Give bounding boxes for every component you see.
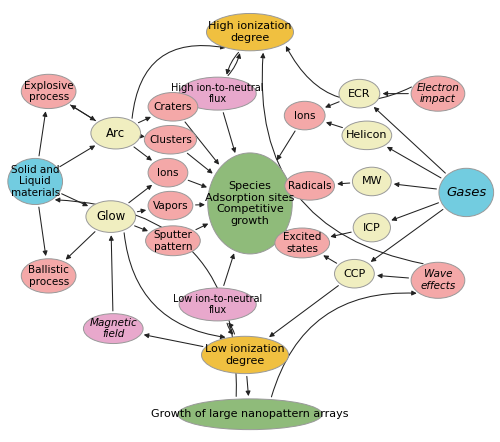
Ellipse shape — [439, 168, 494, 217]
Ellipse shape — [148, 158, 188, 187]
Text: Explosive
process: Explosive process — [24, 80, 74, 102]
Text: MW: MW — [362, 176, 382, 187]
Ellipse shape — [22, 259, 76, 293]
Text: Low ion-to-neutral
flux: Low ion-to-neutral flux — [173, 293, 262, 315]
Text: Excited
states: Excited states — [283, 232, 322, 254]
Text: Magnetic
field: Magnetic field — [90, 318, 137, 339]
Text: ECR: ECR — [348, 89, 370, 99]
Text: Ions: Ions — [157, 168, 178, 178]
Ellipse shape — [179, 77, 256, 110]
Ellipse shape — [179, 288, 256, 321]
Ellipse shape — [411, 262, 465, 298]
Ellipse shape — [148, 92, 198, 121]
Ellipse shape — [8, 158, 62, 205]
Ellipse shape — [84, 314, 143, 343]
Ellipse shape — [178, 399, 322, 430]
Text: Craters: Craters — [154, 102, 192, 112]
Text: Species
Adsorption sites
Competitive
growth: Species Adsorption sites Competitive gro… — [206, 181, 294, 226]
Text: Gases: Gases — [446, 186, 486, 199]
Text: Glow: Glow — [96, 210, 126, 223]
Text: Radicals: Radicals — [288, 181, 332, 191]
Ellipse shape — [86, 201, 136, 232]
Ellipse shape — [208, 153, 292, 254]
Text: Sputter
pattern: Sputter pattern — [154, 230, 192, 251]
Ellipse shape — [284, 101, 325, 130]
Text: High ionization
degree: High ionization degree — [208, 21, 292, 43]
Text: Vapors: Vapors — [152, 201, 188, 211]
Text: High ion-to-neutral
flux: High ion-to-neutral flux — [172, 83, 264, 104]
Text: Electron
impact: Electron impact — [416, 83, 460, 104]
Text: CCP: CCP — [344, 269, 365, 279]
Ellipse shape — [202, 336, 288, 373]
Ellipse shape — [285, 171, 335, 200]
Ellipse shape — [206, 13, 294, 51]
Ellipse shape — [353, 213, 391, 242]
Text: Wave
effects: Wave effects — [420, 270, 456, 291]
Ellipse shape — [352, 167, 391, 196]
Ellipse shape — [411, 76, 465, 111]
Text: Low ionization
degree: Low ionization degree — [205, 344, 285, 366]
Ellipse shape — [148, 191, 193, 220]
Ellipse shape — [275, 228, 330, 258]
Text: Helicon: Helicon — [346, 130, 388, 141]
Text: Arc: Arc — [106, 127, 126, 140]
Ellipse shape — [22, 74, 76, 109]
Ellipse shape — [339, 80, 380, 108]
Ellipse shape — [146, 226, 201, 256]
Text: Ions: Ions — [294, 110, 316, 121]
Text: Solid and
Liquid
materials: Solid and Liquid materials — [10, 165, 60, 198]
Text: Growth of large nanopattern arrays: Growth of large nanopattern arrays — [151, 409, 349, 419]
Ellipse shape — [144, 126, 197, 154]
Text: Clusters: Clusters — [149, 135, 192, 145]
Ellipse shape — [91, 117, 140, 149]
Text: ICP: ICP — [363, 223, 380, 232]
Ellipse shape — [334, 259, 374, 288]
Ellipse shape — [342, 121, 392, 150]
Text: Ballistic
process: Ballistic process — [28, 265, 69, 287]
